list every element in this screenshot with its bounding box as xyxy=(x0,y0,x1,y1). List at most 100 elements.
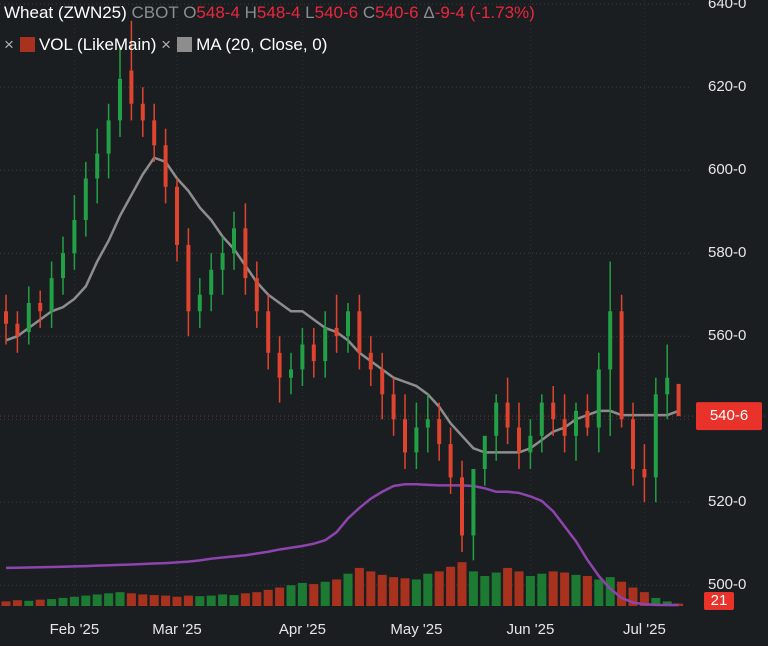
last-volume-label: 21 xyxy=(711,592,728,609)
volume-bar xyxy=(434,571,444,606)
quote-label: H xyxy=(244,3,257,22)
quote-label: C xyxy=(362,3,376,22)
volume-bar xyxy=(468,571,478,606)
volume-bar xyxy=(594,579,604,606)
x-tick-label: May '25 xyxy=(390,621,442,638)
volume-bar xyxy=(457,562,467,606)
candle-body xyxy=(323,327,328,362)
line-series xyxy=(5,156,680,454)
volume-bar xyxy=(480,576,490,606)
volume-bar xyxy=(115,592,125,606)
volume-bar xyxy=(617,581,627,606)
volume-bar xyxy=(138,594,148,606)
candle-body xyxy=(311,344,316,362)
last-price-label: 540-6 xyxy=(710,407,748,424)
volume-bar xyxy=(639,592,649,606)
volume-bar xyxy=(332,579,342,606)
volume-bar xyxy=(309,584,319,606)
candle-body xyxy=(163,145,168,187)
symbol: Wheat (ZWN25) xyxy=(4,3,127,22)
y-tick-label: 600-0 xyxy=(708,161,746,178)
candle-body xyxy=(562,419,567,436)
volume-bar xyxy=(35,599,45,606)
y-tick-label: 580-0 xyxy=(708,244,746,261)
candle-body xyxy=(403,419,407,453)
candle-body xyxy=(608,311,613,370)
volume-bar xyxy=(229,595,239,606)
candle-body xyxy=(277,352,282,378)
candle-body xyxy=(460,477,464,536)
candle-body xyxy=(140,103,145,121)
volume-bar xyxy=(537,573,547,606)
candle-body xyxy=(391,394,396,420)
candle-body xyxy=(61,253,65,279)
remove-icon[interactable]: × xyxy=(161,35,172,54)
volume-bar xyxy=(286,585,296,606)
volume-bar xyxy=(571,574,581,606)
x-tick-label: Mar '25 xyxy=(152,621,202,638)
candle-body xyxy=(414,427,419,453)
volume-bar xyxy=(275,587,285,606)
x-tick-label: Jul '25 xyxy=(623,621,666,638)
volume-bar xyxy=(389,577,399,606)
volume-bar xyxy=(400,578,410,606)
quote-value: 548-4 xyxy=(256,3,301,22)
candle-body xyxy=(551,402,556,420)
candle-body xyxy=(38,303,43,312)
volume-bar xyxy=(514,571,524,606)
volume-bar xyxy=(423,573,433,606)
x-tick-label: Jun '25 xyxy=(506,621,554,638)
volume-bar xyxy=(297,582,307,606)
volume-bar xyxy=(525,576,535,606)
volume-bar xyxy=(446,566,456,606)
candle-body xyxy=(118,78,122,121)
candle-body xyxy=(528,435,533,453)
candle-body xyxy=(220,253,225,270)
volume-bar xyxy=(58,597,68,606)
volume-bar xyxy=(503,567,513,606)
candle-body xyxy=(368,352,373,370)
candle-body xyxy=(574,410,578,436)
candle-body xyxy=(517,427,521,453)
candle-body xyxy=(232,228,236,254)
volume-bar xyxy=(12,600,22,606)
volume-bar xyxy=(240,593,250,606)
candle-body xyxy=(289,369,293,378)
volume-bar xyxy=(24,600,34,606)
quote-label: L xyxy=(305,3,315,22)
candle-body xyxy=(494,402,499,436)
quote: O548-4 H548-4 L540-6 C540-6 Δ-9-4 (-1.73… xyxy=(183,3,535,22)
volume-bar xyxy=(195,596,205,606)
volume-bar xyxy=(320,581,330,606)
volume-bar xyxy=(491,572,501,606)
quote-value: -9-4 (-1.73%) xyxy=(434,3,535,22)
volume-bar xyxy=(628,587,638,606)
candle-body xyxy=(585,410,590,428)
volume-bar xyxy=(354,567,364,606)
candle-body xyxy=(505,402,510,428)
volume-bar xyxy=(92,594,102,606)
volume-bar xyxy=(161,595,171,606)
volume-bar xyxy=(47,599,57,606)
volume-bar xyxy=(252,592,262,606)
volume-bar xyxy=(1,601,11,606)
candle-body xyxy=(152,120,157,146)
volume-bar xyxy=(582,576,592,606)
candle-body xyxy=(437,419,442,445)
remove-icon[interactable]: × xyxy=(4,35,14,54)
volume-bar xyxy=(411,579,421,606)
volume-bar xyxy=(218,594,228,606)
candle-body xyxy=(665,377,670,395)
quote-value: 548-4 xyxy=(196,3,240,22)
legend-label: VOL (LikeMain) xyxy=(38,35,157,54)
volume-bar xyxy=(343,573,353,606)
candle-body xyxy=(448,444,453,478)
x-tick-label: Feb '25 xyxy=(50,621,100,638)
candle-body xyxy=(95,153,100,179)
candle-body xyxy=(243,228,248,279)
volume-bar xyxy=(377,574,387,606)
candle-body xyxy=(380,369,385,395)
candle-body xyxy=(4,311,8,324)
